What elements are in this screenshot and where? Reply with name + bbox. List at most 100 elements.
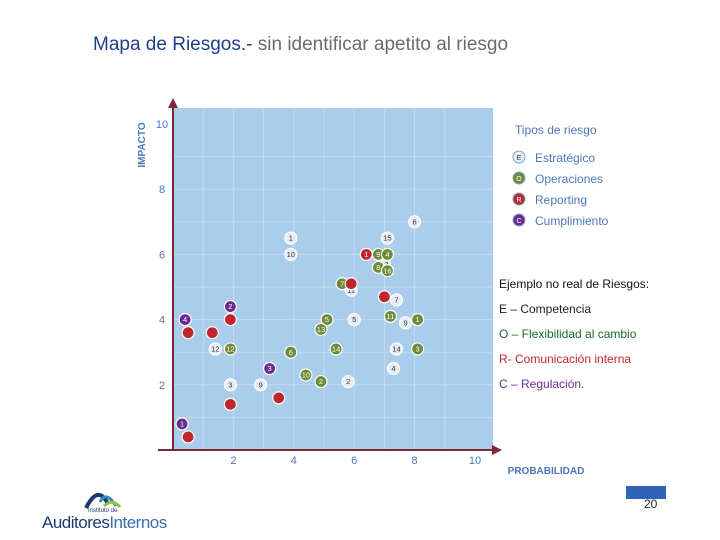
point-reporting: [377, 290, 391, 304]
point-marker: [181, 326, 195, 340]
point-marker: [386, 361, 401, 376]
point-marker: [341, 374, 355, 389]
point-cumplimiento: 1: [175, 417, 189, 431]
point-marker: [389, 342, 404, 356]
point-label: 8: [376, 263, 380, 272]
point-marker: [175, 417, 189, 431]
point-estrategico: 14: [389, 342, 404, 356]
point-label: 11: [387, 312, 395, 321]
point-marker: [178, 313, 192, 327]
point-marker: [223, 299, 237, 314]
point-label: 1: [364, 250, 368, 259]
plot-area: [173, 108, 493, 450]
point-label: 5: [325, 315, 329, 324]
point-marker: [284, 345, 298, 359]
point-marker: [314, 322, 328, 336]
point-operaciones: 14: [329, 342, 343, 356]
point-label: 12: [226, 345, 234, 354]
point-marker: [223, 342, 237, 356]
page-number-box: [626, 486, 666, 499]
legend-item: C Cumplimiento: [512, 213, 609, 228]
legend-marker: [512, 171, 526, 185]
point-estrategico: 15: [380, 231, 395, 245]
point-marker: [408, 215, 422, 229]
point-estrategico: 1: [284, 231, 298, 245]
legend-code: O: [516, 176, 522, 183]
point-label: 1: [289, 234, 293, 243]
point-marker: [329, 342, 343, 356]
point-label: 5: [352, 315, 356, 324]
point-label: 4: [391, 364, 395, 373]
point-estrategico: 9: [253, 378, 268, 392]
point-label: 12: [211, 345, 219, 354]
y-tick-label: 2: [159, 380, 165, 392]
point-reporting: 1: [359, 247, 373, 261]
legend-item: R Reporting: [512, 192, 587, 207]
point-marker: [263, 361, 277, 376]
point-label: 10: [287, 250, 295, 259]
point-label: 14: [392, 345, 400, 354]
legend-marker: [512, 150, 526, 164]
point-marker: [411, 342, 425, 356]
x-tick-label: 8: [412, 455, 418, 467]
legend-label: Cumplimiento: [535, 214, 609, 228]
logo-brand-b: Internos: [109, 513, 167, 532]
point-marker: [398, 316, 413, 330]
legend-item: O Operaciones: [512, 171, 603, 186]
point-marker: [299, 368, 313, 382]
point-marker: [389, 293, 404, 307]
point-marker: [284, 231, 298, 245]
x-tick-label: 4: [291, 455, 297, 467]
point-operaciones: 10: [299, 368, 313, 382]
point-reporting: [272, 391, 286, 405]
x-tick-label: 10: [469, 455, 481, 467]
tick-labels: 2 4 6 8 10 2 4 6 8 10: [156, 119, 481, 467]
legend-marker: [512, 213, 526, 227]
y-axis-arrow: [168, 98, 178, 108]
point-label: 14: [332, 345, 340, 354]
point-operaciones: 2: [314, 374, 328, 389]
point-label: 9: [258, 380, 262, 389]
legend-code: R: [516, 197, 521, 204]
point-cumplimiento: 4: [178, 313, 192, 327]
y-tick-label: 4: [159, 315, 165, 327]
logo-mark-icon: [84, 493, 122, 509]
x-axis-arrow: [492, 445, 502, 455]
point-estrategico: 9: [398, 316, 413, 330]
point-marker: [223, 313, 237, 327]
point-marker: [347, 313, 361, 327]
point-marker: [320, 313, 334, 327]
point-marker: [223, 378, 237, 392]
logo-brand: AuditoresInternos: [42, 513, 167, 533]
point-estrategico: 5: [347, 313, 361, 327]
point-label: 2: [346, 377, 350, 386]
point-marker: [314, 374, 328, 389]
point-marker: [284, 247, 298, 261]
point-marker: [380, 231, 395, 245]
point-marker: [359, 247, 373, 261]
point-label: 4: [183, 315, 187, 324]
point-label: 4: [385, 250, 389, 259]
legend-label: Operaciones: [535, 172, 603, 186]
legend-label: Reporting: [535, 193, 587, 207]
point-estrategico: 7: [389, 293, 404, 307]
point-label: 6: [413, 217, 417, 226]
point-marker: [205, 326, 219, 340]
point-label: 16: [383, 266, 391, 275]
note-item: R- Comunicación interna: [499, 352, 631, 366]
point-marker: [223, 397, 237, 411]
point-operaciones: 7: [335, 277, 349, 291]
y-tick-label: 6: [159, 249, 165, 261]
point-label: 2: [319, 377, 323, 386]
point-marker: [344, 277, 358, 291]
point-label: 3: [228, 380, 232, 389]
point-operaciones: 5: [320, 313, 334, 327]
point-label: 1: [416, 315, 420, 324]
point-label: 15: [383, 234, 391, 243]
point-reporting: [181, 430, 195, 444]
point-marker: [253, 378, 268, 392]
point-reporting: [181, 326, 195, 340]
legend-item: E Estratégico: [512, 150, 595, 165]
point-estrategico: 3: [223, 378, 237, 392]
